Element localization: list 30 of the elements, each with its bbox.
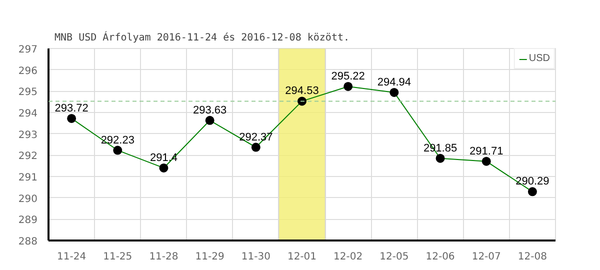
y-tick-label: 288 bbox=[18, 236, 38, 248]
data-label: 294.53 bbox=[285, 85, 319, 98]
chart-title: MNB USD Árfolyam 2016-11-24 és 2016-12-08 között. bbox=[54, 30, 350, 44]
x-tick-label: 12-08 bbox=[518, 252, 547, 262]
x-tick-label: 11-28 bbox=[149, 252, 178, 262]
data-label: 290.29 bbox=[516, 176, 550, 188]
x-tick-label: 12-06 bbox=[426, 252, 455, 262]
x-tick-label: 11-29 bbox=[195, 252, 224, 262]
x-tick-label: 11-25 bbox=[103, 252, 132, 262]
y-tick-label: 291 bbox=[18, 172, 38, 184]
x-tick-label: 12-05 bbox=[380, 252, 409, 262]
y-tick-label: 297 bbox=[18, 44, 38, 56]
y-tick-label: 290 bbox=[18, 194, 38, 205]
y-tick-label: 293 bbox=[18, 130, 38, 141]
y-tick-label: 294 bbox=[18, 108, 38, 120]
x-tick-label: 12-07 bbox=[472, 252, 501, 262]
data-label: 295.22 bbox=[331, 70, 365, 82]
data-label: 294.94 bbox=[377, 76, 412, 88]
data-label: 293.63 bbox=[192, 104, 227, 116]
x-tick-label: 11-24 bbox=[57, 252, 86, 262]
x-tick-label: 12-01 bbox=[287, 252, 317, 262]
y-tick-label: 295 bbox=[18, 87, 38, 98]
y-tick-label: 296 bbox=[18, 66, 38, 77]
data-label: 291.71 bbox=[470, 145, 504, 158]
x-tick-label: 11-30 bbox=[241, 252, 270, 262]
legend-label: USD bbox=[528, 53, 550, 64]
y-tick-label: 292 bbox=[18, 151, 38, 162]
y-tick-label: 289 bbox=[18, 215, 38, 226]
data-label: 293.72 bbox=[54, 102, 88, 114]
x-tick-label: 12-02 bbox=[334, 252, 363, 262]
